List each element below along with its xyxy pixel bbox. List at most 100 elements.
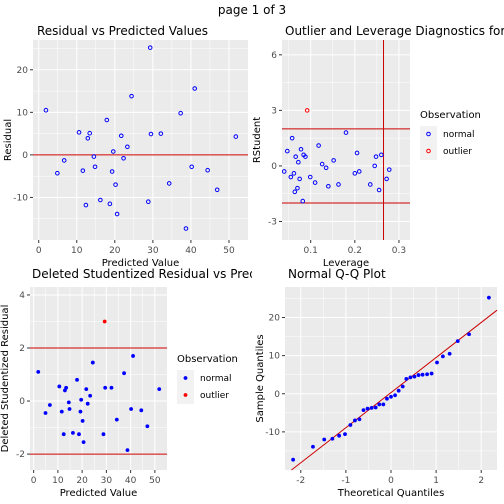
y-tick-label: -3: [268, 217, 277, 227]
data-point: [66, 400, 71, 405]
y-tick-label: -2: [16, 450, 25, 460]
x-tick-label: 0.1: [304, 246, 318, 256]
x-tick-label: 0: [31, 476, 37, 486]
data-point: [467, 332, 471, 337]
chart-title: Outlier and Leverage Diagnostics for ta: [285, 24, 504, 38]
y-axis-label: Deleted Studentized Residual: [0, 305, 11, 453]
outlier-point: [102, 319, 107, 324]
data-point: [166, 181, 172, 186]
data-point: [92, 164, 98, 170]
data-point: [416, 373, 421, 377]
data-point: [109, 169, 115, 174]
data-point: [295, 185, 300, 191]
data-point: [435, 360, 439, 365]
y-tick-label: 0: [271, 162, 277, 172]
data-point: [377, 402, 382, 407]
y-tick-label: 0: [274, 390, 280, 400]
data-point: [64, 385, 69, 390]
data-point: [389, 394, 393, 399]
data-point: [88, 393, 93, 398]
data-point: [107, 201, 113, 207]
y-tick-label: 10: [17, 108, 29, 118]
data-point: [109, 385, 114, 390]
x-axis-label: Leverage: [323, 258, 369, 269]
data-point: [298, 146, 304, 152]
data-point: [129, 93, 134, 99]
data-point: [87, 130, 92, 136]
data-point: [372, 163, 377, 169]
legend-marker: [183, 393, 188, 397]
data-point: [323, 165, 329, 171]
data-point: [429, 371, 434, 376]
legend-marker: [426, 148, 431, 154]
y-tick-label: 10: [269, 352, 281, 362]
y-tick-label: 0: [19, 397, 25, 407]
data-point: [103, 385, 108, 390]
legend-title: Observation: [420, 110, 481, 121]
y-tick-label: 0: [22, 151, 28, 161]
data-point: [291, 171, 297, 176]
data-point: [311, 444, 315, 449]
page-label: page 1 of 3: [217, 3, 287, 17]
chart-title: Deleted Studentized Residual vs Predi: [32, 267, 260, 281]
chart-resid: 0 10 20 30 40 50 -10 0 10 20 Residual vs Predicted…: [3, 24, 248, 269]
legend-marker: [426, 131, 431, 137]
data-point: [122, 371, 126, 376]
data-point: [343, 130, 349, 135]
data-point: [76, 130, 82, 135]
data-point: [113, 182, 118, 187]
data-point: [192, 86, 198, 91]
data-point: [214, 187, 220, 193]
x-tick-label: 10: [52, 476, 64, 486]
x-tick-label: -1: [341, 476, 350, 486]
data-point: [369, 405, 374, 410]
data-point: [114, 417, 119, 422]
data-point: [353, 418, 357, 423]
x-tick-label: 20: [109, 246, 121, 256]
x-tick-label: 1: [433, 476, 439, 486]
data-point: [289, 135, 295, 141]
data-point: [293, 154, 298, 159]
data-point: [425, 372, 429, 377]
y-tick-label: 20: [17, 66, 29, 76]
x-tick-label: 40: [185, 246, 197, 256]
data-point: [80, 168, 86, 173]
data-point: [356, 169, 362, 174]
y-tick-label: 20: [269, 314, 281, 324]
data-point: [147, 45, 153, 50]
data-point: [393, 393, 397, 398]
x-tick-label: 0.2: [348, 246, 362, 256]
x-tick-label: 0: [36, 246, 42, 256]
data-point: [80, 419, 85, 423]
data-point: [83, 202, 89, 208]
data-point: [81, 440, 86, 445]
data-point: [157, 387, 162, 392]
data-point: [57, 384, 62, 389]
data-point: [288, 174, 294, 180]
data-point: [381, 402, 386, 407]
data-point: [348, 423, 353, 427]
data-point: [104, 117, 110, 123]
y-tick-label: -10: [13, 193, 28, 203]
data-point: [408, 375, 413, 380]
data-point: [284, 148, 290, 154]
data-point: [61, 158, 67, 163]
x-tick-label: 20: [76, 476, 88, 486]
data-point: [77, 432, 81, 437]
panel-background: [30, 287, 167, 470]
data-point: [336, 182, 341, 187]
data-point: [379, 152, 384, 158]
legend-title: Observation: [177, 354, 238, 365]
x-tick-label: -2: [296, 476, 305, 486]
data-point: [357, 417, 362, 422]
panel-background: [282, 40, 410, 240]
y-axis-label: Residual: [3, 119, 14, 161]
data-point: [412, 374, 417, 379]
data-point: [291, 457, 296, 462]
data-point: [331, 158, 336, 163]
legend: Observation normal outlier: [420, 110, 481, 160]
y-tick-label: 4: [19, 291, 25, 301]
outlier-point: [304, 108, 310, 113]
x-axis-label: Theoretical Quantiles: [337, 488, 445, 499]
